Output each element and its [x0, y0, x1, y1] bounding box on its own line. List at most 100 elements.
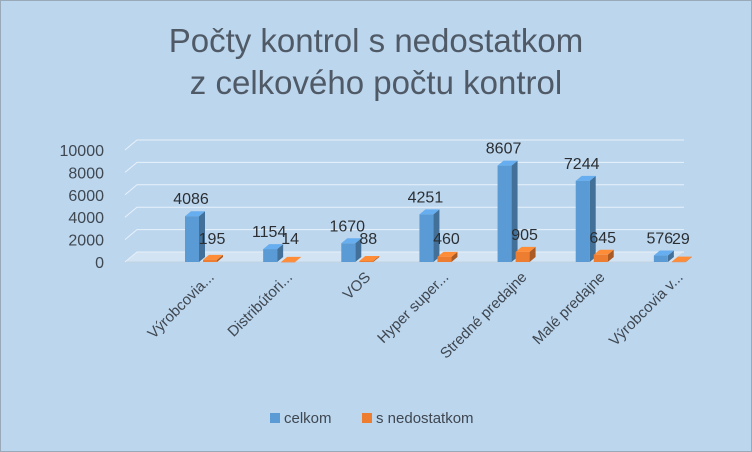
bar-front: [359, 261, 374, 262]
bar-top: [185, 211, 205, 217]
x-category-label: Stredné predajne: [437, 269, 530, 362]
data-label: 4086: [173, 191, 209, 208]
bar-top: [419, 209, 440, 215]
y-tick-label: 2000: [68, 233, 104, 250]
data-label: 576: [647, 231, 674, 248]
bar-s-nedostatkom: [437, 251, 458, 262]
gridline: [124, 139, 684, 151]
data-label: 1154: [252, 224, 287, 241]
bar-side: [355, 238, 362, 262]
bar-front: [185, 216, 199, 262]
bar-celkom: [341, 238, 362, 262]
y-tick-label: 4000: [68, 210, 104, 227]
bar-top: [437, 251, 458, 257]
bar-celkom: [497, 160, 518, 262]
bar-side: [373, 256, 380, 262]
bar-front: [437, 256, 452, 262]
data-label: 88: [359, 231, 377, 248]
y-tick-label: 6000: [68, 188, 104, 205]
bar-celkom: [653, 250, 674, 262]
chart-title: Počty kontrol s nedostatkom z celkového …: [0, 20, 752, 104]
bar-top: [653, 250, 674, 256]
bar-s-nedostatkom: [593, 249, 614, 262]
bar-top: [341, 238, 362, 244]
legend-label: s nedostatkom: [376, 410, 474, 427]
x-category-label: Výrobcovia v...: [606, 269, 687, 350]
bar-front: [671, 261, 686, 263]
y-tick-label: 8000: [68, 165, 104, 182]
gridline: [124, 161, 684, 173]
data-label: 7244: [564, 156, 600, 173]
bar-side: [685, 256, 692, 262]
y-tick-label: 0: [95, 255, 104, 272]
data-label: 1670: [329, 218, 365, 235]
bar-side: [529, 246, 536, 262]
bar-front: [419, 214, 434, 262]
data-label: 195: [199, 231, 226, 248]
data-label: 14: [281, 231, 299, 248]
legend-item: s nedostatkom: [362, 410, 474, 427]
bar-side: [511, 160, 518, 262]
legend: celkom s nedostatkom: [270, 410, 474, 427]
bar-s-nedostatkom: [203, 254, 223, 262]
x-category-label: Malé predajne: [529, 269, 608, 348]
bar-side: [607, 249, 614, 262]
bar-side: [217, 254, 223, 262]
bar-celkom: [419, 209, 440, 262]
bar-top: [575, 175, 596, 181]
bar-front: [263, 249, 278, 262]
chart-title-line-2: z celkového počtu kontrol: [189, 64, 563, 101]
bar-side: [295, 256, 302, 262]
data-label: 905: [511, 227, 538, 244]
legend-item: celkom: [270, 410, 332, 427]
gridline: [124, 206, 684, 218]
bar-s-nedostatkom: [515, 246, 536, 262]
data-label: 460: [433, 231, 460, 248]
plot-area: 0 2000 4000 6000 8000 10000 4086 195 Výrobcovia.…: [60, 139, 692, 362]
data-label: 29: [672, 231, 690, 248]
x-category-label: VOS: [340, 269, 374, 303]
bar-front: [515, 251, 530, 262]
bar-front: [593, 254, 608, 262]
data-label: 4251: [408, 189, 444, 206]
bar-side: [589, 175, 596, 262]
bar-front: [653, 255, 668, 262]
bar-top: [203, 254, 223, 260]
bar-front: [575, 180, 590, 262]
legend-swatch: [362, 413, 372, 423]
bar-top: [593, 249, 614, 255]
chart-title-line-1: Počty kontrol s nedostatkom: [168, 22, 584, 59]
bar-front: [497, 165, 512, 262]
bar-front: [341, 243, 356, 262]
y-tick-label: 10000: [60, 143, 105, 160]
bar-front: [281, 261, 296, 263]
bar-side: [451, 251, 458, 262]
legend-swatch: [270, 413, 280, 423]
bar-side: [199, 211, 205, 262]
bar-top: [263, 244, 284, 250]
bar-front: [203, 259, 217, 262]
bar-side: [433, 209, 440, 262]
bar-top: [671, 256, 692, 262]
x-category-label: Výrobcovia...: [144, 269, 217, 342]
bar-top: [515, 246, 536, 252]
gridline: [124, 184, 684, 196]
bar-top: [359, 256, 380, 262]
bar-s-nedostatkom: [671, 256, 692, 263]
bar-top: [281, 256, 302, 262]
x-category-label: Hyper super...: [374, 269, 452, 347]
bar-side: [277, 244, 284, 262]
bar-top: [497, 160, 518, 166]
x-category-label: Distribútori...: [224, 269, 296, 341]
bar-side: [667, 250, 674, 262]
bar-celkom: [185, 211, 205, 262]
bar-celkom: [263, 244, 284, 262]
data-label: 645: [589, 230, 616, 247]
bar-s-nedostatkom: [359, 256, 380, 262]
bar-s-nedostatkom: [281, 256, 302, 263]
bar-celkom: [575, 175, 596, 262]
legend-label: celkom: [284, 410, 332, 427]
data-label: 8607: [486, 141, 522, 158]
